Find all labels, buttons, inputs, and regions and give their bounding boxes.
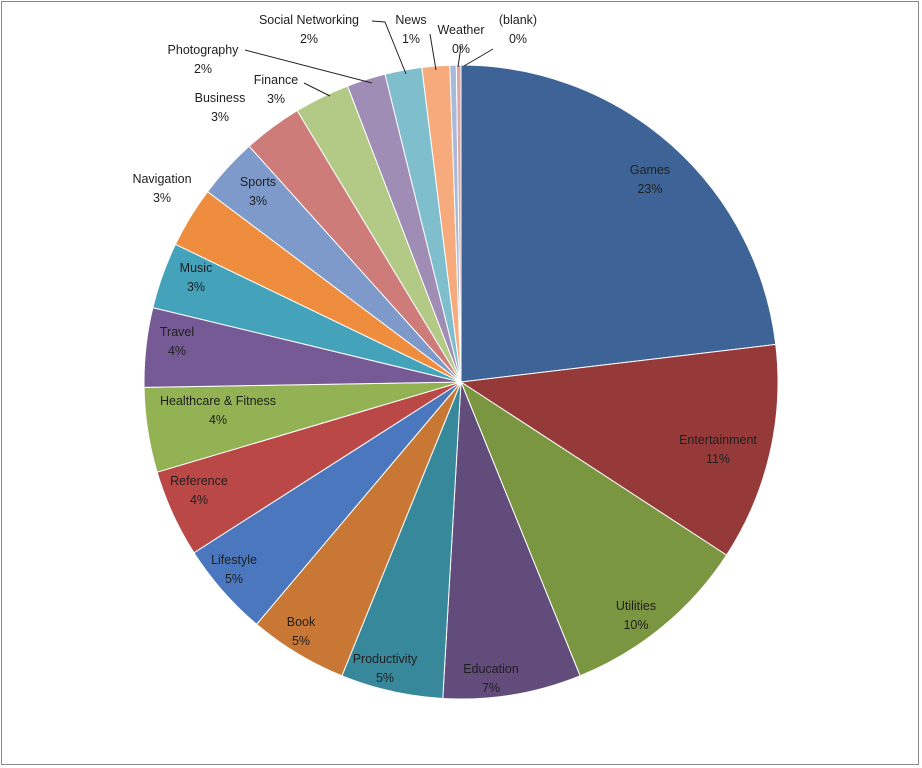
- data-label-percent: 3%: [211, 110, 229, 124]
- data-label-category: (blank): [499, 13, 537, 27]
- data-label-category: Healthcare & Fitness: [160, 394, 276, 408]
- data-label-category: Photography: [168, 43, 240, 57]
- data-label-travel: Travel 4%: [160, 325, 194, 358]
- data-label-navigation: Navigation 3%: [132, 172, 191, 205]
- data-label-percent: 3%: [267, 92, 285, 106]
- data-label-category: Music: [180, 261, 213, 275]
- data-label-percent: 0%: [509, 32, 527, 46]
- data-label-category: Navigation: [132, 172, 191, 186]
- data-label-percent: 11%: [706, 452, 730, 466]
- data-label-photography: Photography 2%: [168, 43, 240, 76]
- data-label-percent: 5%: [225, 572, 243, 586]
- data-label-category: Entertainment: [679, 433, 757, 447]
- data-label-percent: 23%: [637, 182, 662, 196]
- leader-line-blank: [463, 48, 494, 67]
- data-label-book: Book 5%: [287, 615, 316, 648]
- data-label-music: Music 3%: [180, 261, 213, 294]
- data-label-percent: 0%: [452, 42, 470, 56]
- pie-slices: [143, 64, 779, 700]
- data-labels: Games 23% Entertainment 11% Utilities 10% Educ…: [132, 13, 757, 695]
- data-label-weather: Weather 0%: [437, 23, 484, 56]
- data-label-percent: 7%: [482, 681, 500, 695]
- pie-slice-utilities: [459, 380, 728, 677]
- leader-line-weather: [457, 45, 462, 68]
- data-label-category: Productivity: [353, 652, 418, 666]
- data-label-category: Business: [195, 91, 246, 105]
- data-label-lifestyle: Lifestyle 5%: [211, 553, 257, 586]
- data-label-entertainment: Entertainment 11%: [679, 433, 757, 466]
- data-label-percent: 3%: [153, 191, 171, 205]
- data-label-percent: 4%: [168, 344, 186, 358]
- data-label-social-networking: Social Networking 2%: [259, 13, 359, 46]
- data-label-percent: 1%: [402, 32, 420, 46]
- data-label-percent: 3%: [187, 280, 205, 294]
- pie-slice-games: [460, 64, 777, 383]
- data-label-utilities: Utilities 10%: [616, 599, 656, 632]
- data-label-category: Games: [630, 163, 670, 177]
- data-label-healthcare-fitness: Healthcare & Fitness 4%: [160, 394, 276, 427]
- data-label-category: Weather: [437, 23, 484, 37]
- data-label-percent: 5%: [376, 671, 394, 685]
- data-label-percent: 2%: [300, 32, 318, 46]
- data-label-news: News 1%: [395, 13, 426, 46]
- data-label-category: Social Networking: [259, 13, 359, 27]
- data-label-category: News: [395, 13, 426, 27]
- data-label-category: Travel: [160, 325, 194, 339]
- data-label-category: Book: [287, 615, 316, 629]
- data-label-category: Sports: [240, 175, 276, 189]
- data-label-percent: 4%: [209, 413, 227, 427]
- pie-slice-education: [442, 381, 581, 700]
- data-label-productivity: Productivity 5%: [353, 652, 418, 685]
- data-label-category: Utilities: [616, 599, 656, 613]
- data-label-category: Reference: [170, 474, 228, 488]
- data-label-blank: (blank) 0%: [499, 13, 537, 46]
- leader-line-news: [429, 33, 437, 71]
- data-label-percent: 2%: [194, 62, 212, 76]
- data-label-finance: Finance 3%: [254, 73, 299, 106]
- leader-line-social-networking: [371, 20, 407, 75]
- data-label-percent: 4%: [190, 493, 208, 507]
- data-label-reference: Reference 4%: [170, 474, 228, 507]
- leader-lines: [244, 20, 494, 97]
- data-label-games: Games 23%: [630, 163, 670, 196]
- data-label-business: Business 3%: [195, 91, 246, 124]
- data-label-category: Lifestyle: [211, 553, 257, 567]
- pie-slice-entertainment: [459, 343, 779, 556]
- data-label-percent: 3%: [249, 194, 267, 208]
- leader-line-photography: [244, 49, 373, 84]
- data-label-category: Education: [463, 662, 519, 676]
- data-label-percent: 10%: [623, 618, 648, 632]
- data-label-sports: Sports 3%: [240, 175, 276, 208]
- data-label-education: Education 7%: [463, 662, 519, 695]
- data-label-category: Finance: [254, 73, 299, 87]
- leader-line-finance: [303, 82, 331, 97]
- data-label-percent: 5%: [292, 634, 310, 648]
